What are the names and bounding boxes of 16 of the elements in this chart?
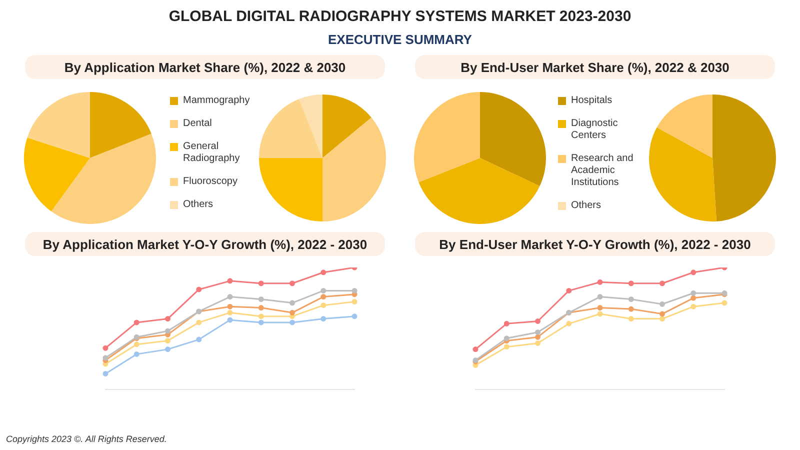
- legend-label: Research and Academic Institutions: [571, 153, 634, 189]
- text: EXECUTIVE SUMMARY: [327, 32, 473, 47]
- legend-label: Others: [183, 199, 214, 211]
- legend-label: Dental: [183, 118, 212, 130]
- text: Copyrights 2023 ©. All Rights Reserved.: [6, 434, 167, 444]
- legend-label: Others: [571, 200, 602, 212]
- legend-label: General Radiography: [183, 141, 241, 165]
- chart-title: By End-User Market Y-O-Y Growth (%), 2022 - 2030: [415, 232, 775, 256]
- legend-label: Mammography: [183, 95, 250, 107]
- text: GLOBAL DIGITAL RADIOGRAPHY SYSTEMS MARKET 2023-2030: [168, 8, 632, 25]
- legend-label: Fluoroscopy: [183, 176, 238, 188]
- chart-title: By Application Market Share (%), 2022 & 2030: [25, 55, 385, 79]
- legend-label: Diagnostic Centers: [571, 118, 619, 142]
- chart-title: By Application Market Y-O-Y Growth (%), 2022 - 2030: [25, 232, 385, 256]
- legend-label: Hospitals: [571, 95, 612, 107]
- chart-title: By End-User Market Share (%), 2022 & 2030: [415, 55, 775, 79]
